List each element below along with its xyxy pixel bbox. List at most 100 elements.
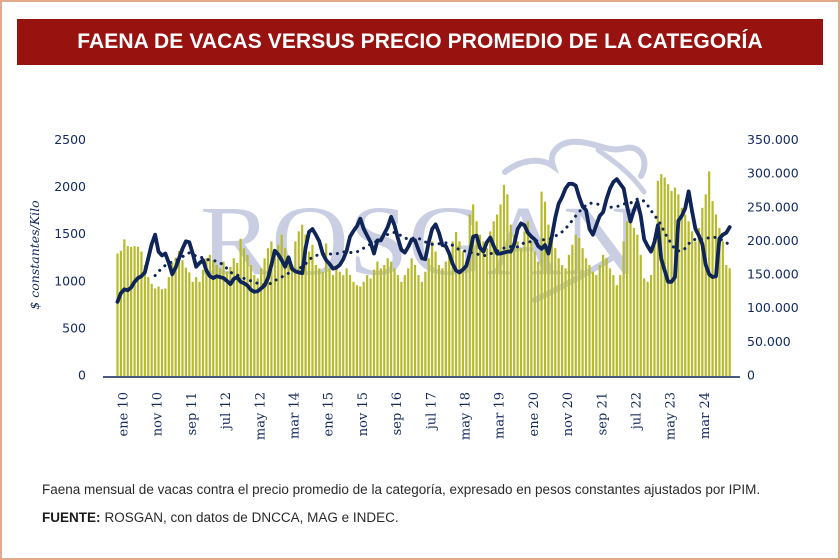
faena-bar [485,248,488,376]
faena-bar [160,289,164,376]
x-tick-label: nov 15 [356,392,371,436]
faena-bar [581,248,584,376]
faena-bar [383,264,386,376]
faena-bar [359,286,362,376]
faena-bar [263,258,266,376]
faena-bar [181,260,184,376]
faena-bar [212,260,215,376]
faena-bar [136,246,140,376]
x-tick-label: sep 11 [185,392,200,435]
faena-bar [458,241,461,376]
faena-bar [130,246,133,376]
faena-bar [506,194,509,376]
faena-bar [256,278,259,376]
left-tick-label: 1000 [54,273,86,288]
faena-bar [348,275,352,376]
faena-bar [246,254,249,376]
faena-bar [273,251,276,376]
left-tick-label: 500 [62,320,86,335]
faena-bar [260,268,263,376]
faena-bar [294,241,297,376]
faena-bar [519,248,523,376]
faena-bar [304,234,307,376]
faena-bar [325,243,328,376]
faena-bar [431,241,434,376]
faena-bar [297,231,300,376]
faena-bar [567,254,571,376]
left-tick-label: 1500 [54,226,86,241]
faena-bar [420,281,423,376]
faena-bar [499,204,502,376]
faena-bar [441,268,444,376]
x-tick-label: jul 22 [630,392,645,431]
faena-bar [523,231,526,376]
bull-horn-icon [595,147,647,195]
faena-bar [150,283,153,376]
faena-bar [321,271,324,376]
faena-bar [116,253,119,376]
x-tick-label: nov 10 [151,392,166,436]
faena-bar [154,288,157,376]
faena-bar [660,174,663,376]
faena-bar [468,214,471,376]
faena-bar [588,264,591,376]
faena-bar [584,258,588,376]
faena-bar [232,258,235,376]
faena-bar [547,224,550,376]
x-tick-label: may 12 [253,392,268,440]
faena-bar [301,224,304,376]
faena-bar [714,214,718,376]
faena-bar [126,246,129,376]
faena-bar [345,268,348,376]
faena-bar [478,234,482,376]
faena-bar [540,191,543,376]
faena-bar [704,194,707,376]
right-axis-ticks: 0 50.000 100.000 150.000 200.000 250.000 300.0… [747,132,799,383]
faena-bar [701,207,704,376]
faena-bar [437,264,441,376]
faena-bar [372,269,376,376]
faena-bar [605,258,608,376]
faena-bar [554,248,557,376]
faena-bar [335,264,338,376]
x-tick-label: may 18 [459,392,474,440]
faena-bar [571,244,574,376]
header-bar: FAENA DE VACAS VERSUS PRECIO PROMEDIO DE… [17,19,823,65]
x-tick-label: jul 12 [219,392,234,431]
x-tick-label: mar 19 [493,392,508,439]
faena-bar [550,241,553,376]
faena-bar [311,244,314,376]
x-tick-label: ene 10 [117,392,132,436]
x-axis-labels: ene 10 nov 10 sep 11 jul 12 may 12 mar 14 ene … [117,392,713,440]
left-axis-ticks: 0 500 1000 1500 2000 2500 [54,132,86,383]
price-line [115,177,732,304]
faena-bar [376,261,379,376]
right-tick-label: 250.000 [747,199,799,214]
faena-bar [195,277,198,376]
faena-bar [413,264,417,376]
chart-title: FAENA DE VACAS VERSUS PRECIO PROMEDIO DE… [77,30,763,53]
faena-bar [721,241,724,376]
faena-bar [578,238,581,376]
x-tick-label: sep 21 [595,392,610,435]
faena-bar [615,285,618,376]
faena-bar [465,261,468,376]
faena-bar [379,268,382,376]
faena-bar [229,267,232,376]
faena-bar [400,281,403,376]
right-tick-label: 350.000 [747,132,799,147]
faena-bar [656,180,659,376]
faena-bar [318,268,321,376]
left-tick-label: 0 [78,368,86,383]
x-tick-label: jul 17 [424,392,439,431]
faena-bar [649,275,653,376]
faena-bar [342,275,345,376]
faena-bar [619,275,622,376]
faena-bar [205,258,208,376]
faena-bar [489,231,492,376]
faena-bar [454,232,458,376]
faena-bar [653,241,656,376]
faena-bar [225,271,229,376]
